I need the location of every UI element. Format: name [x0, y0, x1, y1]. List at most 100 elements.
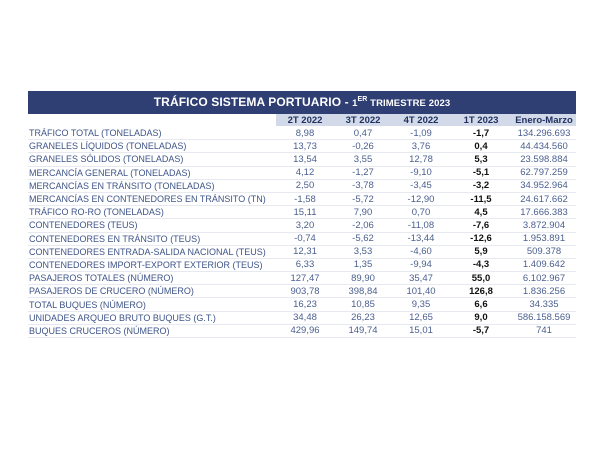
row-value-cell: 13,54 — [276, 152, 334, 167]
table-row: CONTENEDORES EN TRÁNSITO (TEUS) -0,74 -5,6… — [28, 232, 576, 246]
row-value-cell: 34.335 — [512, 297, 576, 312]
row-value-cell: 2,50 — [276, 179, 334, 193]
row-value-cell: 4,5 — [450, 205, 512, 220]
table-row: PASAJEROS TOTALES (NÚMERO) 127,47 89,90 35,… — [28, 271, 576, 286]
row-value-cell: 35,47 — [392, 271, 450, 286]
row-value-cell: -5,62 — [334, 232, 392, 246]
row-value-cell: 4,12 — [276, 166, 334, 180]
row-label: TRÁFICO RO-RO (TONELADAS) — [28, 205, 276, 220]
row-label: GRANELES SÓLIDOS (TONELADAS) — [28, 152, 276, 167]
row-value-cell: -0,74 — [276, 232, 334, 246]
row-value-cell: 5,9 — [450, 245, 512, 259]
row-label: CONTENEDORES IMPORT-EXPORT EXTERIOR (TEU… — [28, 258, 276, 273]
row-value-cell: 127,47 — [276, 271, 334, 286]
row-value-cell: 17.666.383 — [512, 205, 576, 220]
row-value-cell: 12,78 — [392, 152, 450, 167]
row-value-cell: -13,44 — [392, 232, 450, 246]
row-label: TRÁFICO TOTAL (TONELADAS) — [28, 126, 276, 141]
row-label: TOTAL BUQUES (NÚMERO) — [28, 297, 276, 312]
row-label: PASAJEROS DE CRUCERO (NÚMERO) — [28, 284, 276, 299]
title-quarter-number: 1 — [352, 98, 358, 109]
row-value-cell: -5,1 — [450, 166, 512, 180]
row-value-cell: 5,3 — [450, 152, 512, 167]
row-label: CONTENEDORES ENTRADA-SALIDA NACIONAL (TE… — [28, 245, 276, 259]
row-value-cell: 55,0 — [450, 271, 512, 286]
port-traffic-table: TRÁFICO SISTEMA PORTUARIO - 1ER TRIMESTR… — [28, 91, 576, 339]
data-table: 2T 2022 3T 2022 4T 2022 1T 2023 Enero-Ma… — [28, 114, 576, 339]
column-header: 2T 2022 — [276, 114, 334, 127]
row-value-cell: 101,40 — [392, 284, 450, 299]
column-header: 3T 2022 — [334, 114, 392, 127]
table-row: PASAJEROS DE CRUCERO (NÚMERO) 903,78 398,8… — [28, 284, 576, 299]
row-value-cell: 3.872.904 — [512, 218, 576, 233]
row-value-cell: 509.378 — [512, 245, 576, 259]
row-value-cell: 429,96 — [276, 324, 334, 339]
row-value-cell: -1,09 — [392, 126, 450, 141]
row-value-cell: 9,0 — [450, 311, 512, 325]
row-value-cell: -11,5 — [450, 192, 512, 207]
row-value-cell: 24.617.662 — [512, 192, 576, 207]
column-header: 4T 2022 — [392, 114, 450, 127]
row-value-cell: 3,76 — [392, 139, 450, 154]
title-rest: TRIMESTRE 2023 — [367, 98, 451, 109]
row-value-cell: -11,08 — [392, 218, 450, 233]
row-value-cell: 6,6 — [450, 297, 512, 312]
row-value-cell: -4,3 — [450, 258, 512, 273]
row-value-cell: 1.409.642 — [512, 258, 576, 273]
row-value-cell: -4,60 — [392, 245, 450, 259]
row-value-cell: 34,48 — [276, 311, 334, 325]
row-value-cell: -1,7 — [450, 126, 512, 141]
row-value-cell: 3,55 — [334, 152, 392, 167]
table-row: MERCANCÍAS EN CONTENEDORES EN TRÁNSITO (… — [28, 192, 576, 207]
row-value-cell: 8,98 — [276, 126, 334, 141]
header-blank-cell — [28, 114, 276, 127]
row-value-cell: -0,26 — [334, 139, 392, 154]
row-value-cell: 13,73 — [276, 139, 334, 154]
row-value-cell: 1.953.891 — [512, 232, 576, 246]
row-value-cell: -3,45 — [392, 179, 450, 193]
row-value-cell: 34.952.964 — [512, 179, 576, 193]
row-value-cell: 903,78 — [276, 284, 334, 299]
table-title: TRÁFICO SISTEMA PORTUARIO - 1ER TRIMESTR… — [28, 91, 576, 114]
row-value-cell: 134.296.693 — [512, 126, 576, 141]
row-label: PASAJEROS TOTALES (NÚMERO) — [28, 271, 276, 286]
row-value-cell: 9,35 — [392, 297, 450, 312]
row-value-cell: -7,6 — [450, 218, 512, 233]
row-value-cell: -2,06 — [334, 218, 392, 233]
row-value-cell: 0,47 — [334, 126, 392, 141]
row-value-cell: 23.598.884 — [512, 152, 576, 167]
row-label: MERCANCÍAS EN TRÁNSITO (TONELADAS) — [28, 179, 276, 193]
row-value-cell: 12,31 — [276, 245, 334, 259]
row-label: GRANELES LÍQUIDOS (TONELADAS) — [28, 139, 276, 154]
column-header: Enero-Marzo — [512, 114, 576, 127]
title-main: TRÁFICO SISTEMA PORTUARIO - — [153, 95, 353, 109]
table-row: CONTENEDORES IMPORT-EXPORT EXTERIOR (TEU… — [28, 258, 576, 273]
row-label: UNIDADES ARQUEO BRUTO BUQUES (G.T.) — [28, 311, 276, 325]
row-value-cell: 126,8 — [450, 284, 512, 299]
table-row: TOTAL BUQUES (NÚMERO) 16,23 10,85 9,35 6,6 34… — [28, 297, 576, 312]
table-row: CONTENEDORES ENTRADA-SALIDA NACIONAL (TE… — [28, 245, 576, 259]
row-value-cell: 10,85 — [334, 297, 392, 312]
row-value-cell: 15,11 — [276, 205, 334, 220]
table-row: TRÁFICO TOTAL (TONELADAS) 8,98 0,47 -1,09 -1… — [28, 126, 576, 141]
row-value-cell: 3,20 — [276, 218, 334, 233]
table-row: UNIDADES ARQUEO BRUTO BUQUES (G.T.) 34,48… — [28, 311, 576, 325]
row-label: MERCANCÍAS EN CONTENEDORES EN TRÁNSITO (… — [28, 192, 276, 207]
row-value-cell: 16,23 — [276, 297, 334, 312]
row-value-cell: 0,70 — [392, 205, 450, 220]
title-ordinal-suffix: ER — [357, 96, 368, 103]
row-value-cell: 3,53 — [334, 245, 392, 259]
row-label: CONTENEDORES (TEUS) — [28, 218, 276, 233]
row-value-cell: 1.836.256 — [512, 284, 576, 299]
table-row: GRANELES LÍQUIDOS (TONELADAS) 13,73 -0,26 3… — [28, 139, 576, 154]
table-body: TRÁFICO TOTAL (TONELADAS) 8,98 0,47 -1,09 -1… — [28, 126, 576, 339]
column-header: 1T 2023 — [450, 114, 512, 127]
row-value-cell: 149,74 — [334, 324, 392, 339]
row-value-cell: 7,90 — [334, 205, 392, 220]
table-row: TRÁFICO RO-RO (TONELADAS) 15,11 7,90 0,70 4,… — [28, 205, 576, 220]
row-value-cell: 741 — [512, 324, 576, 339]
row-value-cell: 62.797.259 — [512, 166, 576, 180]
table-row: MERCANCÍA GENERAL (TONELADAS) 4,12 -1,27 -9… — [28, 166, 576, 180]
row-value-cell: 89,90 — [334, 271, 392, 286]
row-label: CONTENEDORES EN TRÁNSITO (TEUS) — [28, 232, 276, 246]
